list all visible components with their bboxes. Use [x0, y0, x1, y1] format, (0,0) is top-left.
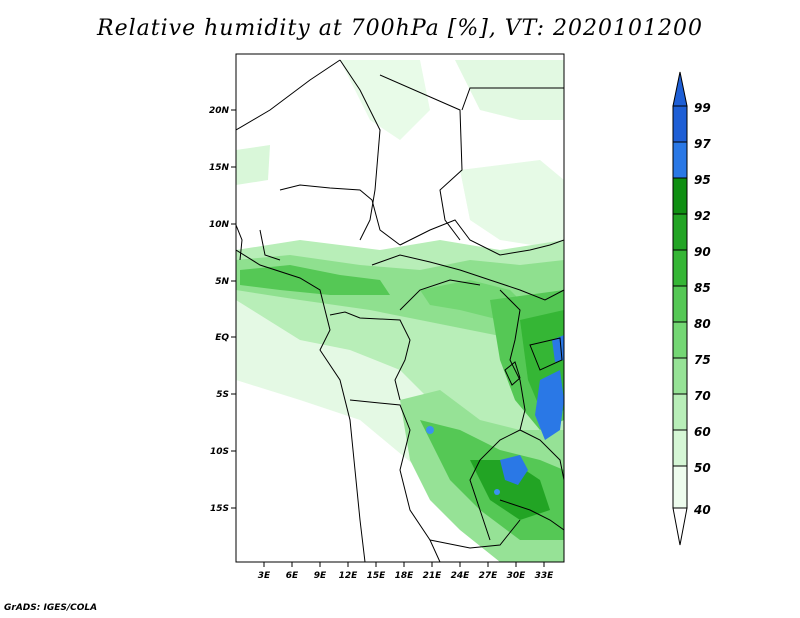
colorbar-swatch — [672, 177, 688, 215]
colorbar-swatch — [672, 321, 688, 359]
colorbar-top-arrow — [672, 71, 688, 107]
colorbar-label: 95 — [694, 173, 711, 187]
x-axis: 3E 6E 9E 12E 15E 18E 21E 24E 27E 30E 33E — [258, 562, 554, 581]
y-tick-label: 10S — [210, 447, 229, 457]
y-tick-label: EQ — [215, 333, 229, 343]
colorbar-label: 85 — [694, 281, 711, 295]
grads-credit: GrADS: IGES/COLA — [4, 603, 98, 613]
colorbar-swatch — [672, 141, 688, 179]
map-frame — [235, 53, 565, 563]
y-tick-label: 15N — [209, 163, 230, 173]
x-tick-label: 18E — [395, 571, 415, 581]
colorbar-label: 99 — [694, 101, 711, 115]
x-tick-label: 15E — [367, 571, 387, 581]
humidity-field — [236, 54, 564, 562]
colorbar-swatch — [672, 429, 688, 467]
y-tick-label: 15S — [210, 504, 229, 514]
colorbar-swatch — [672, 249, 688, 287]
colorbar-label: 70 — [694, 389, 711, 403]
colorbar-label: 80 — [694, 317, 711, 331]
y-tick-label: 10N — [209, 220, 230, 230]
colorbar: 99 97 95 92 90 85 80 75 70 60 50 40 — [672, 71, 711, 546]
colorbar-swatch — [672, 393, 688, 431]
x-tick-label: 30E — [507, 571, 527, 581]
colorbar-swatch — [672, 465, 688, 509]
colorbar-label: 75 — [694, 353, 711, 367]
colorbar-swatch — [672, 285, 688, 323]
colorbar-swatch — [672, 105, 688, 143]
x-tick-label: 33E — [535, 571, 555, 581]
colorbar-label: 90 — [694, 245, 711, 259]
x-tick-label: 24E — [451, 571, 471, 581]
colorbar-label: 92 — [694, 209, 711, 223]
x-tick-label: 3E — [258, 571, 271, 581]
colorbar-swatch — [672, 213, 688, 251]
y-tick-label: 20N — [209, 106, 230, 116]
y-axis: 20N 15N 10N 5N EQ 5S 10S 15S — [209, 106, 236, 514]
country-borders — [236, 59, 564, 562]
colorbar-bottom-arrow — [672, 507, 688, 546]
x-tick-label: 9E — [314, 571, 327, 581]
colorbar-label: 40 — [693, 503, 711, 517]
x-tick-label: 27E — [479, 571, 499, 581]
chart-title: Relative humidity at 700hPa [%], VT: 202… — [97, 16, 703, 41]
colorbar-label: 60 — [694, 425, 711, 439]
x-tick-label: 12E — [339, 571, 359, 581]
colorbar-label: 97 — [694, 137, 711, 151]
x-tick-label: 21E — [423, 571, 443, 581]
colorbar-label: 50 — [694, 461, 711, 475]
y-tick-label: 5N — [215, 277, 229, 287]
x-tick-label: 6E — [286, 571, 299, 581]
colorbar-swatch — [672, 357, 688, 395]
y-tick-label: 5S — [216, 390, 229, 400]
